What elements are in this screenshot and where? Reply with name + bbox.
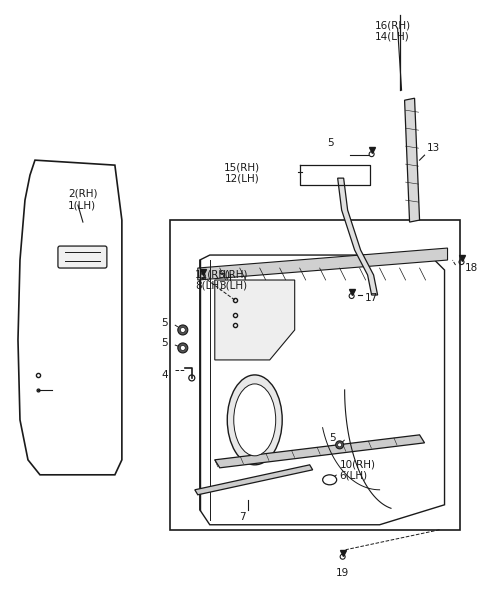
Text: 19: 19 [336,568,349,578]
Polygon shape [198,248,447,280]
FancyBboxPatch shape [58,246,107,268]
Text: 9(RH)
3(LH): 9(RH) 3(LH) [218,269,248,291]
Circle shape [336,441,344,449]
Polygon shape [18,160,122,475]
Text: 11(RH)
8(LH): 11(RH) 8(LH) [195,269,231,291]
Text: 7: 7 [240,512,246,522]
Polygon shape [405,98,420,222]
Text: 2(RH)
1(LH): 2(RH) 1(LH) [68,189,97,210]
Text: 5: 5 [329,433,336,443]
Text: 16(RH)
14(LH): 16(RH) 14(LH) [374,20,411,42]
Circle shape [180,327,185,333]
Circle shape [337,443,342,447]
Text: 10(RH)
6(LH): 10(RH) 6(LH) [340,459,376,480]
Circle shape [178,325,188,335]
Text: 5: 5 [327,138,334,148]
Text: 13: 13 [427,143,440,153]
Polygon shape [195,465,312,495]
Text: 5: 5 [161,338,168,348]
Ellipse shape [234,384,276,456]
Bar [170,220,459,530]
Text: 15(RH)
12(LH): 15(RH) 12(LH) [224,162,260,184]
Ellipse shape [323,475,336,485]
Text: 4: 4 [161,370,168,380]
Polygon shape [215,280,295,360]
Circle shape [178,343,188,353]
Text: 5: 5 [161,318,168,328]
Text: 18: 18 [465,263,478,273]
Polygon shape [200,255,444,525]
Text: 17: 17 [365,293,378,303]
Polygon shape [215,435,424,468]
Circle shape [180,346,185,350]
Polygon shape [337,178,378,295]
Ellipse shape [227,375,282,465]
